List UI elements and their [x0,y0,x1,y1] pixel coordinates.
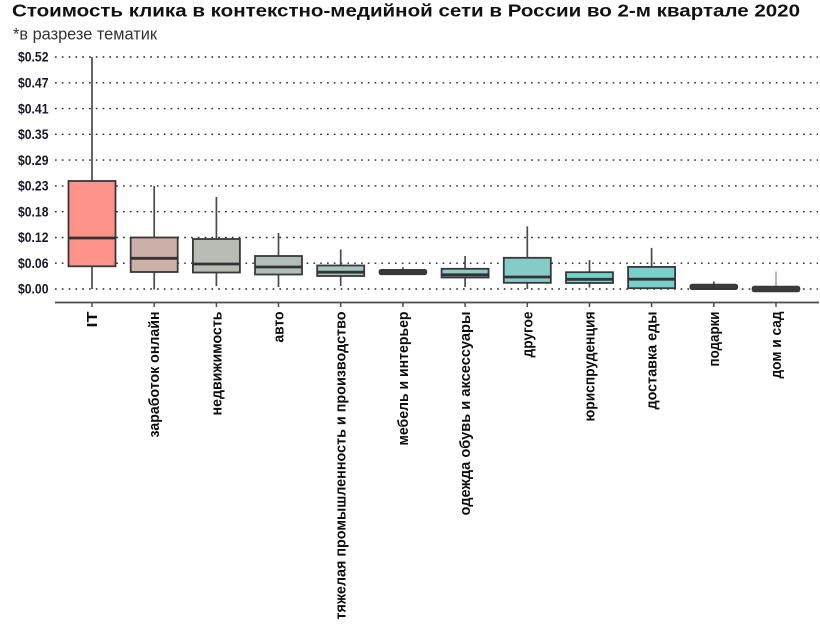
svg-text:заработок онлайн: заработок онлайн [147,312,163,438]
svg-text:подарки: подарки [707,312,723,367]
svg-text:доставка еды: доставка еды [645,312,661,410]
svg-text:$0.06: $0.06 [18,256,49,271]
svg-text:$0.29: $0.29 [18,153,49,168]
svg-text:Стоимость клика в контекстно-м: Стоимость клика в контекстно-медийной се… [12,0,800,20]
svg-text:$0.00: $0.00 [18,282,49,297]
svg-text:недвижимость: недвижимость [209,311,225,415]
svg-text:$0.18: $0.18 [18,204,49,219]
svg-text:тяжелая промышленность и произ: тяжелая промышленность и производство [334,311,350,619]
svg-text:авто: авто [272,311,288,342]
svg-text:$0.47: $0.47 [18,76,49,91]
svg-text:$0.41: $0.41 [18,101,49,116]
svg-text:юриспруденция: юриспруденция [583,312,599,422]
svg-text:$0.52: $0.52 [18,50,49,65]
svg-text:одежда обувь и аксессуары: одежда обувь и аксессуары [458,312,474,516]
svg-text:$0.35: $0.35 [18,127,49,142]
svg-text:IT: IT [85,311,101,327]
svg-text:другое: другое [520,312,536,358]
svg-text:*в разрезе тематик: *в разрезе тематик [13,25,158,44]
svg-text:$0.23: $0.23 [18,179,49,194]
svg-text:$0.12: $0.12 [18,230,49,245]
svg-text:дом и сад: дом и сад [769,312,785,379]
svg-text:мебель и интерьер: мебель и интерьер [396,311,412,445]
